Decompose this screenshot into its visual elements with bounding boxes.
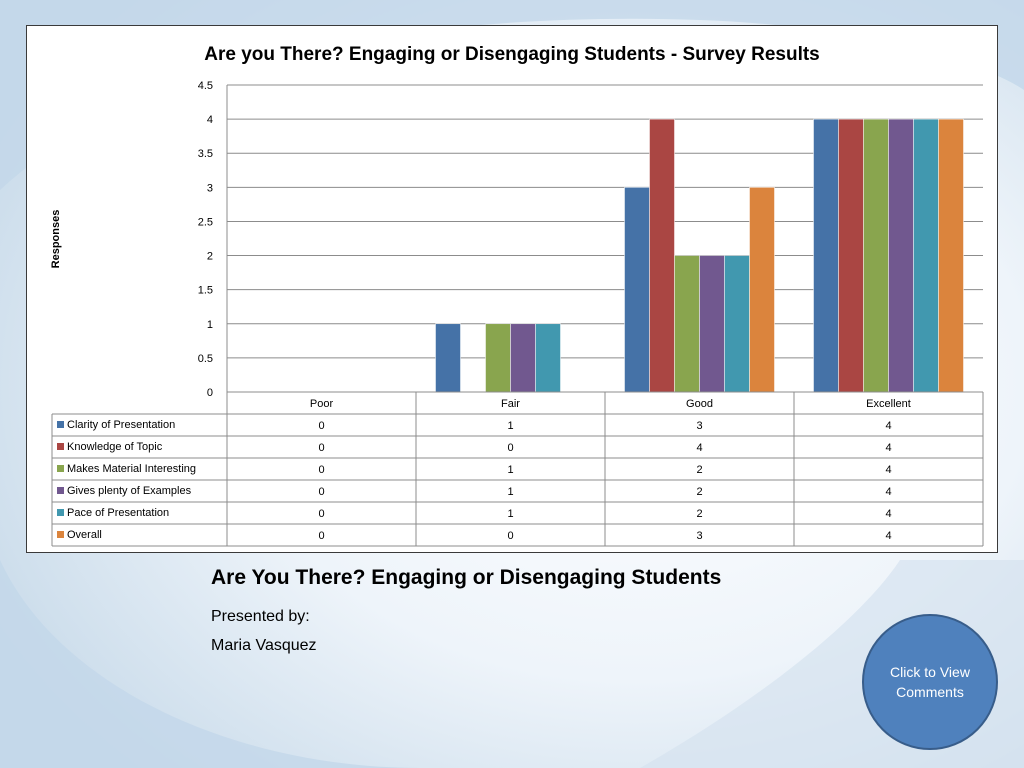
table-value: 2: [696, 486, 702, 498]
legend-swatch: [57, 443, 64, 450]
legend-entry: Pace of Presentation: [67, 507, 169, 519]
table-value: 0: [318, 420, 324, 432]
chart-title: Are you There? Engaging or Disengaging S…: [204, 44, 820, 65]
table-value: 0: [507, 530, 513, 542]
legend-entry: Overall: [67, 529, 102, 541]
table-value: 1: [507, 486, 513, 498]
y-tick-label: 2.5: [198, 216, 213, 228]
bar-gives-plenty-of-examples: [510, 323, 536, 393]
bar-knowledge-of-topic: [838, 118, 864, 393]
x-tick-label: Good: [686, 398, 713, 410]
legend-entry: Gives plenty of Examples: [67, 485, 192, 497]
bar-makes-material-interesting: [863, 118, 889, 393]
y-tick-label: 0.5: [198, 353, 213, 365]
y-tick-label: 3.5: [198, 148, 213, 160]
table-value: 2: [696, 464, 702, 476]
legend-swatch: [57, 421, 64, 428]
table-value: 4: [885, 508, 891, 520]
y-tick-label: 2: [207, 251, 213, 263]
table-value: 4: [885, 420, 891, 432]
y-tick-label: 3: [207, 182, 213, 194]
legend-swatch: [57, 465, 64, 472]
table-value: 3: [696, 530, 702, 542]
presenter-name: Maria Vasquez: [211, 637, 317, 654]
table-value: 4: [885, 442, 891, 454]
legend-swatch: [57, 531, 64, 538]
x-tick-label: Fair: [501, 398, 520, 410]
bar-gives-plenty-of-examples: [699, 255, 725, 393]
bar-chart: Are you There? Engaging or Disengaging S…: [50, 44, 984, 547]
table-value: 4: [696, 442, 702, 454]
bar-clarity-of-presentation: [624, 187, 650, 393]
y-tick-label: 1: [207, 319, 213, 331]
table-value: 0: [318, 508, 324, 520]
bar-pace-of-presentation: [724, 255, 750, 393]
y-axis-label: Responses: [50, 210, 62, 269]
bar-pace-of-presentation: [913, 118, 939, 393]
table-value: 0: [318, 530, 324, 542]
bar-clarity-of-presentation: [435, 323, 461, 393]
table-value: 4: [885, 464, 891, 476]
bar-clarity-of-presentation: [813, 118, 839, 393]
bar-knowledge-of-topic: [649, 118, 675, 393]
table-value: 1: [507, 508, 513, 520]
table-value: 0: [318, 442, 324, 454]
table-value: 0: [507, 442, 513, 454]
y-tick-label: 0: [207, 387, 213, 399]
table-value: 4: [885, 530, 891, 542]
y-tick-label: 4: [207, 114, 213, 126]
bar-pace-of-presentation: [535, 323, 561, 393]
presented-by-label: Presented by:: [211, 608, 310, 625]
bar-makes-material-interesting: [485, 323, 511, 393]
bar-overall: [749, 187, 775, 393]
view-comments-button[interactable]: Click to View Comments: [862, 614, 998, 750]
legend-swatch: [57, 487, 64, 494]
x-tick-label: Poor: [310, 398, 334, 410]
table-value: 1: [507, 464, 513, 476]
x-tick-label: Excellent: [866, 398, 911, 410]
legend-entry: Clarity of Presentation: [67, 419, 175, 431]
legend-entry: Knowledge of Topic: [67, 441, 163, 453]
bar-makes-material-interesting: [674, 255, 700, 393]
bar-overall: [938, 118, 964, 393]
view-comments-label: Click to View Comments: [890, 664, 970, 700]
y-tick-label: 4.5: [198, 80, 213, 92]
chart-container: Are you There? Engaging or Disengaging S…: [26, 25, 998, 553]
y-tick-label: 1.5: [198, 285, 213, 297]
table-value: 3: [696, 420, 702, 432]
bar-gives-plenty-of-examples: [888, 118, 914, 393]
table-value: 0: [318, 486, 324, 498]
table-value: 2: [696, 508, 702, 520]
legend-entry: Makes Material Interesting: [67, 463, 196, 475]
table-value: 4: [885, 486, 891, 498]
legend-swatch: [57, 509, 64, 516]
table-value: 0: [318, 464, 324, 476]
table-value: 1: [507, 420, 513, 432]
slide-title: Are You There? Engaging or Disengaging S…: [211, 566, 722, 589]
